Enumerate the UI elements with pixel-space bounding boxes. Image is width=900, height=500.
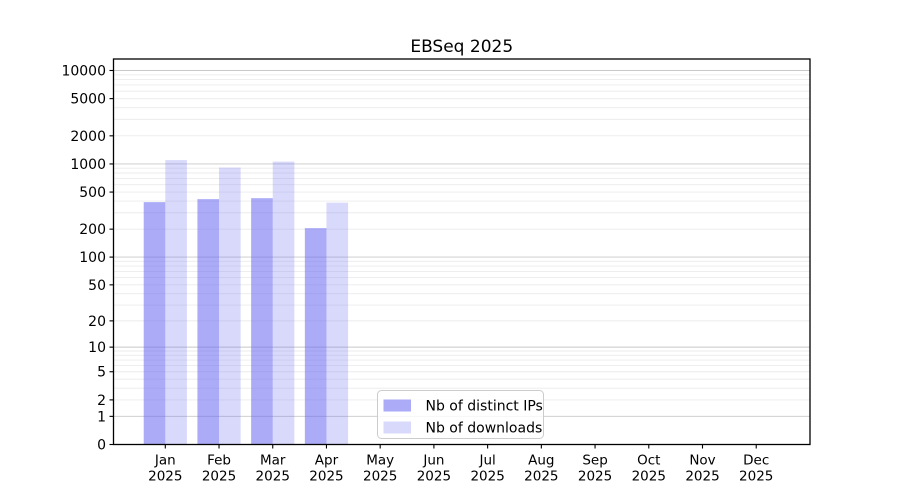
bar-downloads-jan — [165, 160, 187, 445]
y-tick-label-2: 2 — [97, 393, 106, 409]
x-axis-ticks: Jan2025Feb2025Mar2025Apr2025May2025Jun20… — [148, 444, 773, 485]
x-tick-label-year-apr: 2025 — [309, 469, 343, 485]
x-tick-label-year-feb: 2025 — [202, 469, 236, 485]
legend-box — [377, 390, 544, 439]
y-tick-label-200: 200 — [79, 222, 106, 238]
x-tick-label-year-mar: 2025 — [256, 469, 290, 485]
x-tick-label-year-dec: 2025 — [739, 469, 773, 485]
y-tick-label-50: 50 — [88, 278, 106, 294]
legend: Nb of distinct IPs Nb of downloads — [377, 390, 544, 439]
y-tick-label-1000: 1000 — [70, 157, 106, 173]
x-tick-label-month-may: May — [366, 453, 394, 469]
x-tick-label-month-oct: Oct — [637, 453, 660, 469]
y-tick-label-1: 1 — [97, 409, 106, 425]
x-tick-label-month-jan: Jan — [154, 453, 176, 469]
y-axis-ticks: 0 12 5 10 20 50 100 200 500 1000 2000 5000 10000 — [61, 63, 114, 454]
x-tick-label-month-mar: Mar — [260, 453, 286, 469]
y-tick-label-2000: 2000 — [70, 129, 106, 145]
x-tick-label-month-jul: Jul — [478, 453, 495, 469]
y-tick-label-10000: 10000 — [61, 63, 106, 79]
y-tick-label-100: 100 — [79, 250, 106, 266]
legend-swatch-distinct-ips — [383, 399, 411, 412]
x-tick-label-month-aug: Aug — [528, 453, 554, 469]
legend-swatch-downloads — [383, 421, 411, 434]
y-tick-label-5: 5 — [97, 365, 106, 381]
axes-frame — [112, 58, 811, 446]
bar-distinct-ips-jan — [143, 202, 166, 445]
bar-distinct-ips-feb — [197, 199, 220, 445]
bars — [143, 160, 349, 445]
x-tick-label-year-nov: 2025 — [685, 469, 719, 485]
x-tick-label-year-aug: 2025 — [524, 469, 558, 485]
x-tick-label-year-jul: 2025 — [470, 469, 504, 485]
legend-label-distinct-ips: Nb of distinct IPs — [426, 399, 543, 415]
bar-downloads-mar — [272, 161, 295, 445]
x-tick-label-month-jun: Jun — [422, 453, 444, 469]
legend-label-downloads: Nb of downloads — [426, 421, 543, 437]
bar-downloads-apr — [326, 202, 349, 445]
y-tick-label-10: 10 — [88, 340, 106, 356]
x-tick-label-month-feb: Feb — [207, 453, 231, 469]
y-tick-label-0: 0 — [97, 438, 106, 454]
x-tick-label-month-dec: Dec — [743, 453, 769, 469]
y-tick-label-500: 500 — [79, 185, 106, 201]
y-tick-label-20: 20 — [88, 314, 106, 330]
bar-distinct-ips-apr — [304, 228, 327, 445]
x-tick-label-month-sep: Sep — [582, 453, 607, 469]
x-tick-label-month-nov: Nov — [689, 453, 715, 469]
x-tick-label-year-jun: 2025 — [417, 469, 451, 485]
x-tick-label-year-oct: 2025 — [632, 469, 666, 485]
x-tick-label-year-may: 2025 — [363, 469, 397, 485]
x-tick-label-year-sep: 2025 — [578, 469, 612, 485]
bar-downloads-feb — [219, 167, 241, 445]
x-tick-label-month-apr: Apr — [315, 453, 339, 469]
y-tick-label-5000: 5000 — [70, 92, 106, 108]
gridlines-minor — [113, 74, 810, 401]
x-tick-label-year-jan: 2025 — [148, 469, 182, 485]
bar-distinct-ips-mar — [251, 198, 273, 445]
chart-title: EBSeq 2025 — [410, 37, 513, 57]
